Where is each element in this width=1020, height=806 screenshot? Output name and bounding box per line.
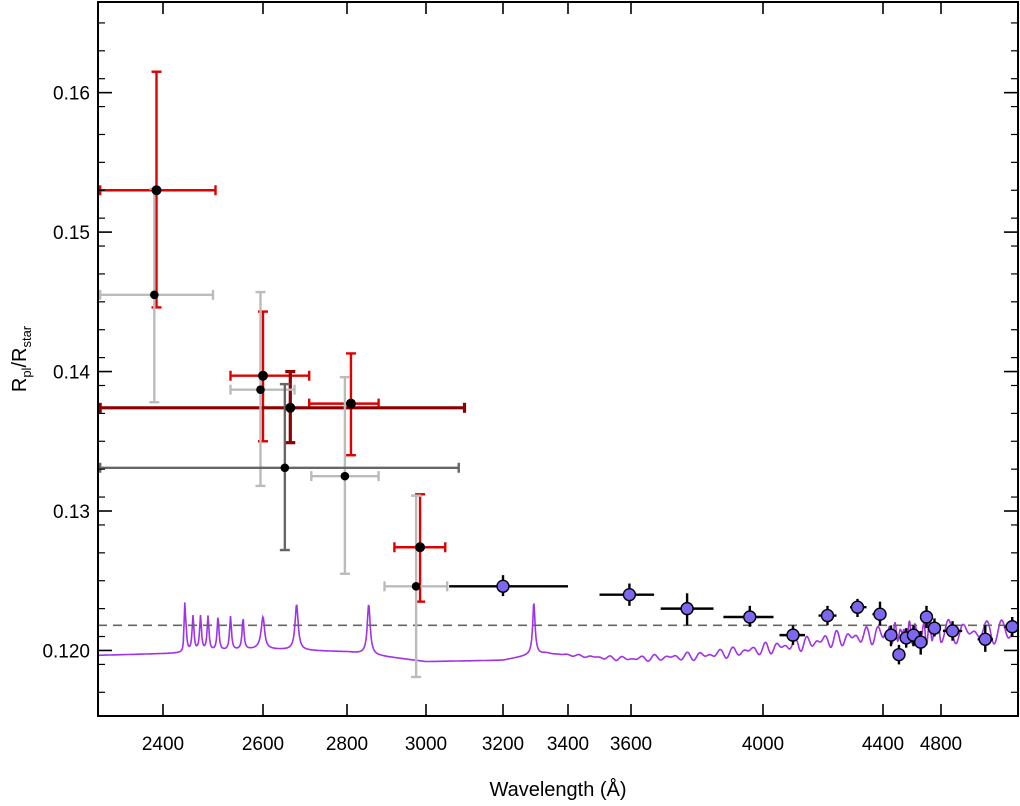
x-tick-label-4800: 4800 [920,734,962,755]
y-tick-label-2: 0.14 [53,363,90,384]
y-axis-title-sep: /R [9,348,31,368]
y-axis-title: Rpl/Rstar [9,325,34,392]
x-tick-label-3600: 3600 [610,734,652,755]
data-point [820,608,835,623]
data-point [927,621,942,635]
data-point [340,471,350,481]
x-tick-label-2600: 2600 [242,734,284,755]
data-point [892,647,906,662]
data-point [850,600,865,614]
data-point [345,398,356,409]
x-tick-label-2400: 2400 [142,734,184,755]
data-point [256,385,265,394]
data-point [151,185,162,196]
data-points-layer [150,185,1019,662]
data-point [884,628,898,642]
data-point [280,463,290,473]
data-point [978,632,992,647]
model-spectrum-line [98,602,1019,663]
x-tick-label-3000: 3000 [405,734,447,755]
data-point [680,601,694,616]
x-tick-label-2800: 2800 [326,734,368,755]
data-point [945,624,960,638]
data-point [1005,620,1019,634]
data-point [258,370,268,381]
plot-frame [97,1,1019,717]
x-tick-label-3400: 3400 [547,734,589,755]
x-tick-label-3200: 3200 [482,734,524,755]
error-bars-layer [98,70,1018,679]
data-point [873,607,887,621]
data-point [411,582,421,591]
axes-layer: 2400 2600 2800 3000 3200 3400 3600 4000 4400 4800… [42,2,1018,755]
data-point [496,579,510,594]
data-point [786,628,800,642]
data-point [150,290,159,300]
y-tick-label-1: 0.13 [53,502,90,523]
x-tick-label-4400: 4400 [862,734,904,755]
model-spectrum-layer [98,602,1019,663]
y-axis-title-sub2: star [19,325,34,347]
data-point [743,610,757,624]
y-tick-label-4: 0.16 [53,84,90,105]
x-axis-title: Wavelength (Å) [489,778,626,801]
x-tick-label-4000: 4000 [742,734,784,755]
data-point [415,542,426,553]
data-point [919,610,934,624]
data-point [285,402,296,413]
y-tick-label-3: 0.15 [53,223,90,244]
y-axis-title-sub1: pl [19,367,34,377]
y-axis-title-base: R [9,378,31,392]
data-point [622,587,637,602]
data-point [914,635,928,649]
y-tick-label-0: 0.120 [42,641,90,662]
